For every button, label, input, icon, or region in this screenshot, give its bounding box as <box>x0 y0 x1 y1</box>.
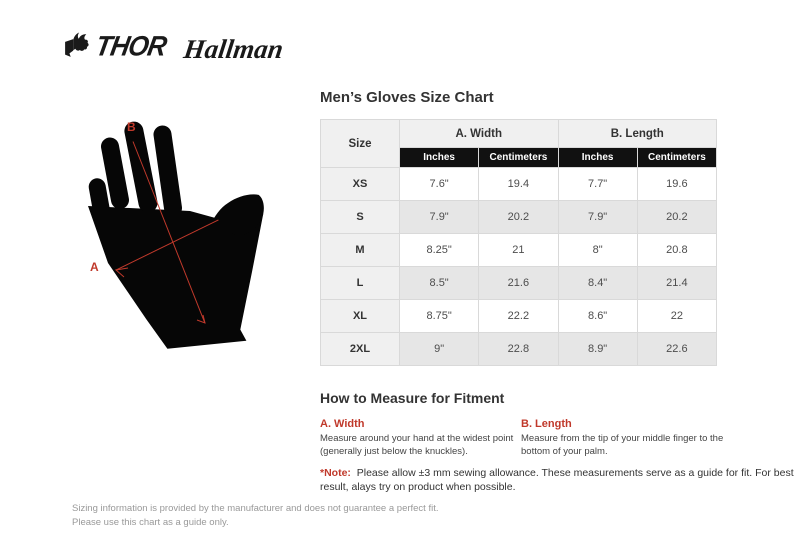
svg-text:B: B <box>127 120 136 134</box>
svg-text:A: A <box>90 260 99 274</box>
